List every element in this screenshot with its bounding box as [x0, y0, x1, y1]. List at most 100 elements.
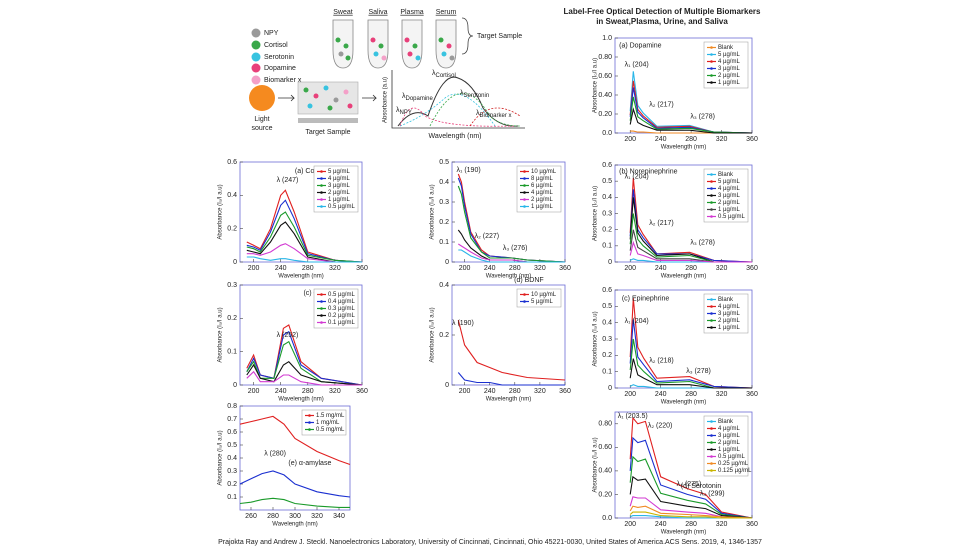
legend-label: 3 µg/mL	[328, 183, 350, 189]
y-tick-label: 0.6	[602, 162, 612, 169]
chart: 200 240 280 320 360 0 0.2 0.4 Wavelength (nm) Abs…	[430, 277, 571, 403]
peak-label: λSerotonin	[460, 90, 489, 99]
annotation: λ₁ (204)	[625, 61, 649, 68]
legend-marker	[320, 177, 323, 180]
inset-xlabel: Wavelength (nm)	[428, 133, 481, 140]
legend-label: 5 µg/mL	[718, 52, 740, 58]
chart: 200 240 280 320 360 0 0.2 0.4 0.6 Wavelength (nm)…	[218, 159, 368, 280]
x-axis-label: Wavelength (nm)	[278, 397, 323, 403]
y-tick-label: 0.3	[227, 468, 237, 475]
y-tick-label: 0.20	[598, 111, 612, 118]
legend-label: Blank	[718, 419, 734, 425]
legend-label: 2 µg/mL	[718, 200, 740, 206]
x-tick-label: 200	[459, 388, 471, 395]
tube	[332, 19, 354, 69]
x-tick-label: 200	[459, 265, 471, 272]
panel-label: (a) Dopamine	[619, 42, 662, 49]
x-tick-label: 200	[624, 265, 636, 272]
annotation: λ (190)	[452, 320, 474, 327]
y-tick-label: 0.0	[602, 515, 612, 522]
legend-label: 2 µg/mL	[328, 190, 350, 196]
light-source	[249, 85, 275, 111]
x-tick-label: 240	[655, 136, 667, 143]
legend-dot	[251, 52, 261, 62]
series-line	[629, 496, 753, 519]
inset-axes	[391, 70, 525, 129]
legend-label: Blank	[718, 172, 734, 178]
tube	[401, 19, 423, 69]
series-line	[239, 415, 351, 466]
legend-label: 1 µg/mL	[718, 80, 740, 86]
annotation: λ (280)	[264, 451, 286, 458]
x-tick-label: 280	[302, 388, 314, 395]
y-tick-label: 0.2	[227, 315, 237, 322]
legend-label: Blank	[718, 45, 734, 51]
legend-marker	[320, 198, 323, 201]
y-tick-label: 0.3	[227, 282, 237, 289]
y-tick-label: 0.6	[227, 429, 237, 436]
x-tick-label: 360	[559, 265, 571, 272]
y-axis-label: Absorbance (I₀/I a.u)	[593, 58, 599, 113]
y-tick-label: 0.2	[439, 332, 449, 339]
legend-marker	[320, 170, 323, 173]
sample-label: Saliva	[368, 9, 387, 16]
annotation: λ₂ (217)	[649, 101, 674, 108]
legend-label: 1 µg/mL	[718, 207, 740, 213]
legend-marker	[710, 60, 713, 63]
series-line	[629, 319, 753, 389]
x-tick-label: 240	[275, 388, 287, 395]
legend-label: 4 µg/mL	[718, 59, 740, 65]
y-tick-label: 0.20	[598, 491, 612, 498]
y-tick-label: 0.3	[439, 199, 449, 206]
x-tick-label: 240	[655, 521, 667, 528]
y-tick-label: 0.7	[227, 416, 237, 423]
panel-label: (a) Cortisol	[295, 168, 330, 175]
legend-label: 0.5 mg/mL	[316, 427, 345, 433]
annotation: λ₂ (220)	[648, 423, 673, 430]
x-tick-label: 360	[746, 521, 758, 528]
legend-marker	[710, 201, 713, 204]
series-line	[457, 319, 566, 381]
panel-label: (c) Epinephrine	[622, 296, 670, 303]
y-tick-label: 0.60	[598, 444, 612, 451]
y-tick-label: 0.2	[227, 226, 237, 233]
legend-box	[703, 41, 749, 89]
y-axis-label: Absorbance (I₀/I a.u)	[593, 186, 599, 241]
light-label: Light	[254, 116, 269, 123]
series-line	[246, 199, 363, 263]
legend-marker	[710, 469, 713, 472]
x-tick-label: 240	[275, 265, 287, 272]
legend-marker	[308, 428, 311, 431]
x-tick-label: 240	[484, 265, 496, 272]
x-tick-label: 360	[746, 136, 758, 143]
legend-dot	[251, 28, 261, 38]
arrow	[278, 94, 295, 102]
y-tick-label: 0.1	[602, 243, 612, 250]
series-line	[246, 360, 363, 386]
y-axis-label: Absorbance (I₀/I a.u)	[218, 184, 224, 239]
peak-label: λCortisol	[432, 70, 456, 79]
series-line	[629, 475, 753, 519]
legend-label: 4 µg/mL	[718, 426, 740, 432]
annotation: λ₂ (218)	[649, 357, 674, 364]
y-tick-label: 0.1	[439, 239, 449, 246]
legend-label: 2 µg/mL	[531, 197, 553, 203]
x-axis-label: Wavelength (nm)	[272, 522, 317, 528]
peak-label: λBiomarker x	[476, 110, 512, 119]
brace	[461, 17, 474, 55]
y-tick-label: 0.80	[598, 421, 612, 428]
legend-marker	[523, 198, 526, 201]
panel-label: (d) Serotonin	[681, 483, 722, 490]
y-tick-label: 0.1	[227, 349, 237, 356]
series-line	[457, 372, 565, 386]
annotation: λ (252)	[277, 332, 299, 339]
y-tick-label: 0.0	[602, 130, 612, 137]
legend-label: 0.5 µg/mL	[328, 292, 355, 298]
x-tick-label: 300	[289, 513, 301, 520]
x-tick-label: 280	[685, 265, 697, 272]
legend-dot	[251, 75, 261, 85]
y-tick-label: 0.1	[602, 369, 612, 376]
legend-marker	[308, 414, 311, 417]
y-tick-label: 0.5	[602, 178, 612, 185]
